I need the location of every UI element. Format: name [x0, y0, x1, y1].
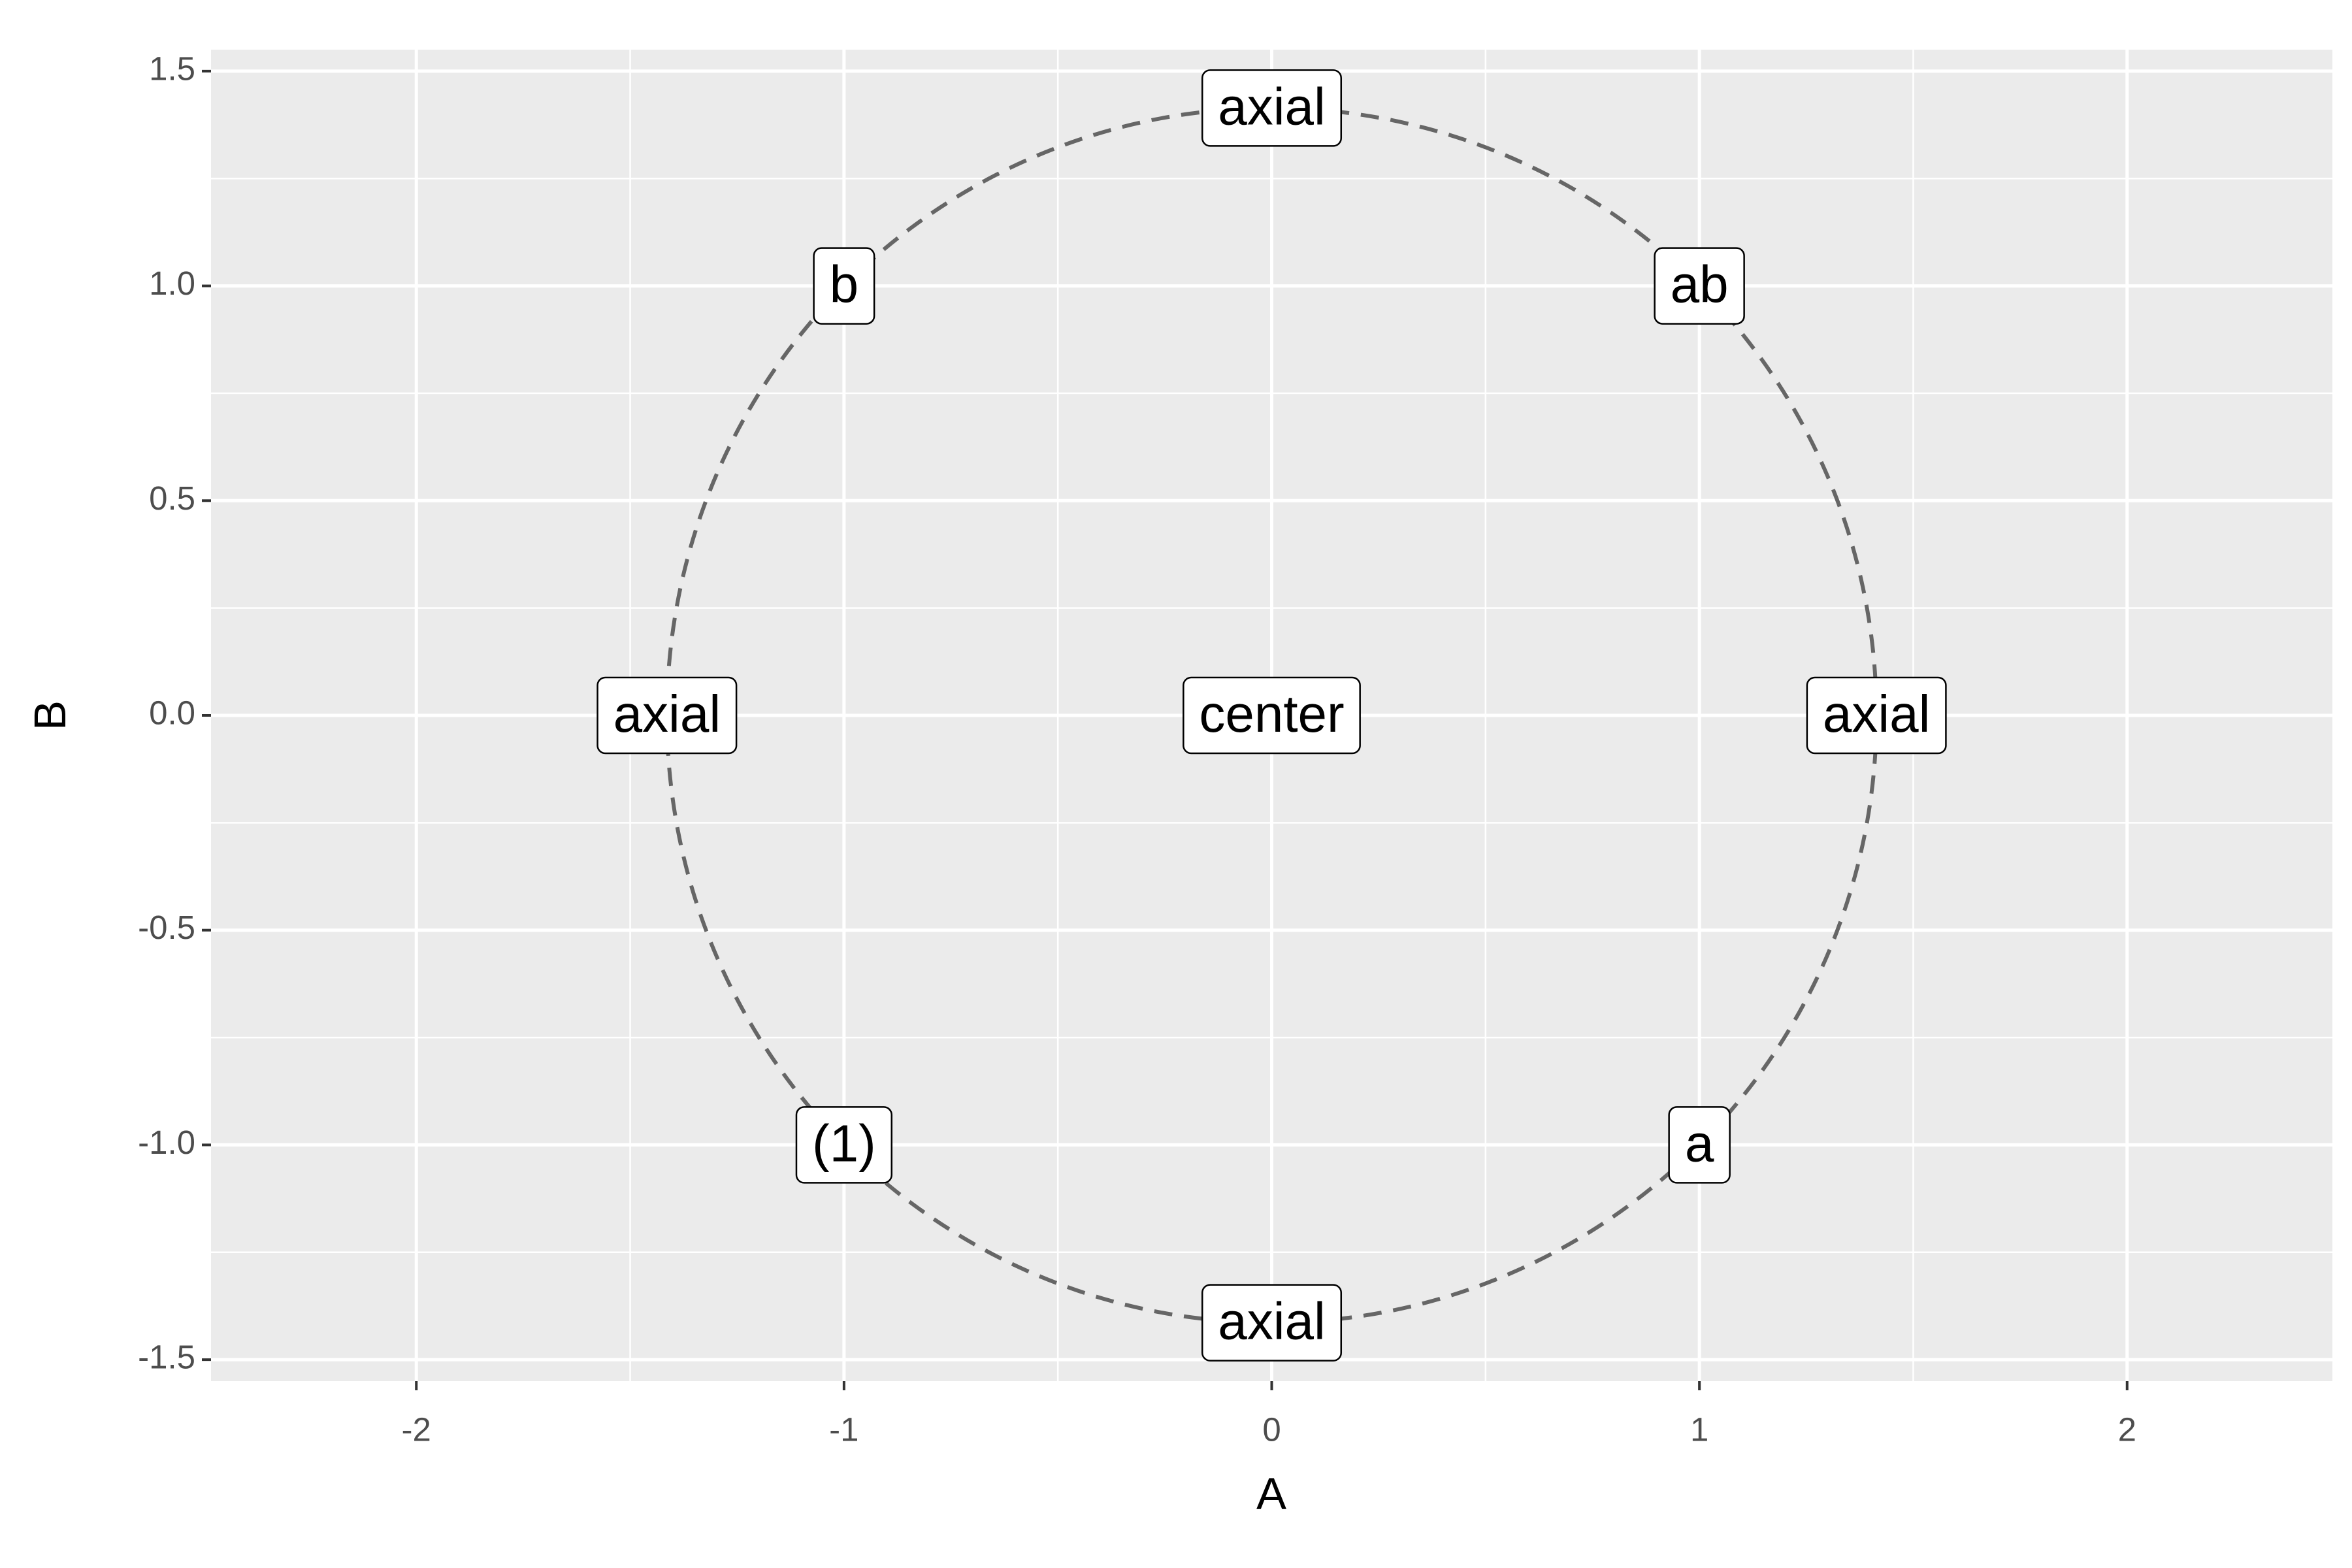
- point-label: axial: [1218, 1292, 1326, 1350]
- label-box: [596, 676, 738, 755]
- y-tick-label: -1.0: [138, 1124, 195, 1161]
- x-tick-label: -1: [829, 1411, 858, 1448]
- y-tick-label: 1.5: [149, 50, 195, 87]
- label-box: [1201, 1284, 1343, 1362]
- label-box: [795, 1106, 893, 1184]
- label-box: [1806, 676, 1947, 755]
- y-tick-label: -1.5: [138, 1339, 195, 1376]
- point-label: center: [1199, 685, 1344, 743]
- y-tick-label: -0.5: [138, 909, 195, 946]
- point-label: a: [1685, 1115, 1714, 1173]
- point-label: axial: [1823, 685, 1931, 743]
- y-tick-label: 0.5: [149, 480, 195, 517]
- x-tick-label: 0: [1262, 1411, 1281, 1448]
- x-tick-label: -2: [402, 1411, 431, 1448]
- point-label: axial: [613, 685, 721, 743]
- label-box: [813, 247, 875, 325]
- y-tick-label: 1.0: [149, 265, 195, 302]
- x-tick-label: 2: [2118, 1411, 2136, 1448]
- x-tick-label: 1: [1690, 1411, 1708, 1448]
- label-box: [1183, 676, 1361, 755]
- label-box: [1201, 69, 1343, 147]
- label-box: [1654, 247, 1745, 325]
- point-label: (1): [812, 1115, 876, 1173]
- y-axis-title: B: [25, 700, 75, 730]
- label-box: [1668, 1106, 1731, 1184]
- point-label: ab: [1671, 255, 1729, 314]
- y-tick-label: 0.0: [149, 694, 195, 731]
- point-label: b: [830, 255, 859, 314]
- x-axis-title: A: [1256, 1469, 1286, 1519]
- point-label: axial: [1218, 78, 1326, 136]
